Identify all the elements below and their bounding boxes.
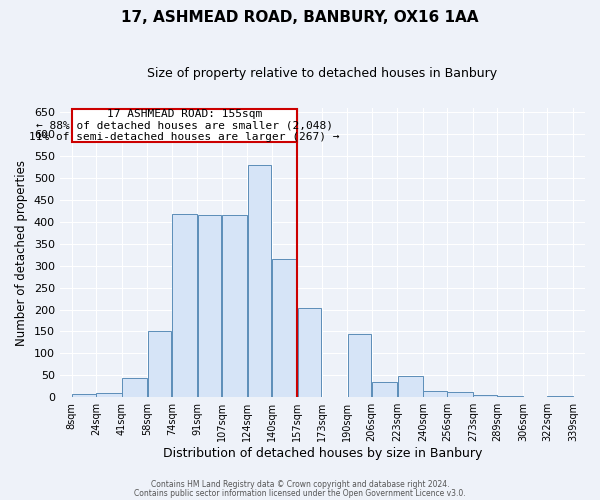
Bar bbox=[72, 394, 96, 397]
Bar bbox=[398, 376, 423, 397]
Title: Size of property relative to detached houses in Banbury: Size of property relative to detached ho… bbox=[147, 68, 497, 80]
Bar bbox=[448, 392, 473, 397]
Bar bbox=[347, 334, 371, 397]
Bar bbox=[172, 214, 197, 397]
Text: 17, ASHMEAD ROAD, BANBURY, OX16 1AA: 17, ASHMEAD ROAD, BANBURY, OX16 1AA bbox=[121, 10, 479, 25]
FancyBboxPatch shape bbox=[72, 109, 298, 142]
Bar bbox=[197, 215, 221, 397]
Bar bbox=[423, 390, 447, 397]
Bar bbox=[222, 215, 247, 397]
Bar bbox=[96, 393, 122, 397]
Bar bbox=[473, 396, 497, 397]
Y-axis label: Number of detached properties: Number of detached properties bbox=[15, 160, 28, 346]
Bar bbox=[497, 396, 523, 397]
Bar bbox=[148, 332, 172, 397]
Bar bbox=[248, 165, 271, 397]
Bar bbox=[122, 378, 147, 397]
Text: Contains public sector information licensed under the Open Government Licence v3: Contains public sector information licen… bbox=[134, 489, 466, 498]
Text: 17 ASHMEAD ROAD: 155sqm
← 88% of detached houses are smaller (2,048)
11% of semi: 17 ASHMEAD ROAD: 155sqm ← 88% of detache… bbox=[29, 109, 340, 142]
Bar bbox=[547, 396, 572, 397]
Text: Contains HM Land Registry data © Crown copyright and database right 2024.: Contains HM Land Registry data © Crown c… bbox=[151, 480, 449, 489]
X-axis label: Distribution of detached houses by size in Banbury: Distribution of detached houses by size … bbox=[163, 447, 482, 460]
Bar bbox=[372, 382, 397, 397]
Bar bbox=[272, 259, 297, 397]
Bar bbox=[298, 308, 322, 397]
